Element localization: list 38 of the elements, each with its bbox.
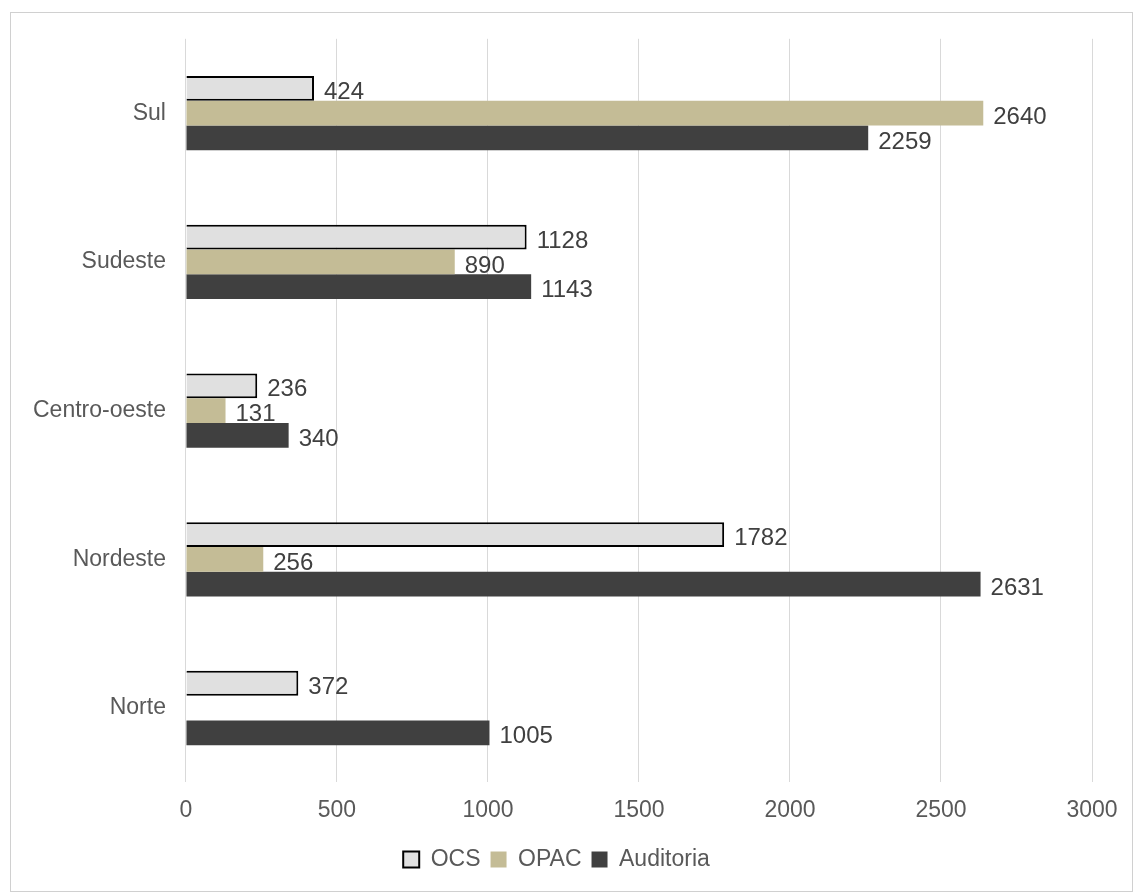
- data-label: 1128: [536, 225, 589, 253]
- legend-label: OCS: [430, 844, 481, 871]
- x-tick-label: 3000: [1066, 795, 1118, 822]
- bar: [186, 571, 981, 597]
- data-label: 236: [267, 374, 308, 402]
- y-tick-label: Nordeste: [72, 544, 166, 571]
- y-tick-label: Norte: [109, 693, 166, 720]
- x-tick-label: 500: [317, 795, 357, 822]
- legend-label: OPAC: [518, 844, 582, 871]
- bar: [186, 100, 984, 126]
- x-tick-label: 0: [179, 795, 193, 822]
- bar: [186, 720, 490, 746]
- bar: [186, 398, 226, 423]
- y-tick-label: Sul: [132, 98, 166, 125]
- data-label: 424: [324, 77, 365, 104]
- y-tick-label: Centro-oeste: [32, 395, 166, 422]
- x-tick-label: 1000: [462, 795, 514, 822]
- bar: [186, 125, 869, 151]
- bar: [186, 546, 264, 572]
- data-label: 131: [235, 399, 276, 427]
- data-label: 1143: [541, 275, 593, 303]
- bar: [186, 274, 532, 300]
- data-label: 340: [298, 424, 339, 452]
- data-label: 2631: [990, 572, 1044, 600]
- bar: [186, 422, 289, 448]
- x-tick-label: 2000: [764, 795, 816, 822]
- data-label: 1005: [499, 721, 553, 749]
- y-tick-label: Sudeste: [81, 247, 166, 274]
- x-tick-label: 1500: [613, 795, 665, 822]
- data-label: 2259: [878, 126, 932, 154]
- legend-label: Auditoria: [619, 844, 710, 871]
- data-label: 2640: [993, 101, 1047, 129]
- data-label: 890: [464, 250, 505, 278]
- bar: [186, 249, 455, 275]
- x-tick-label: 2500: [915, 795, 967, 822]
- data-label: 372: [308, 671, 349, 699]
- data-label: 1782: [734, 523, 788, 551]
- data-label: 256: [273, 547, 314, 575]
